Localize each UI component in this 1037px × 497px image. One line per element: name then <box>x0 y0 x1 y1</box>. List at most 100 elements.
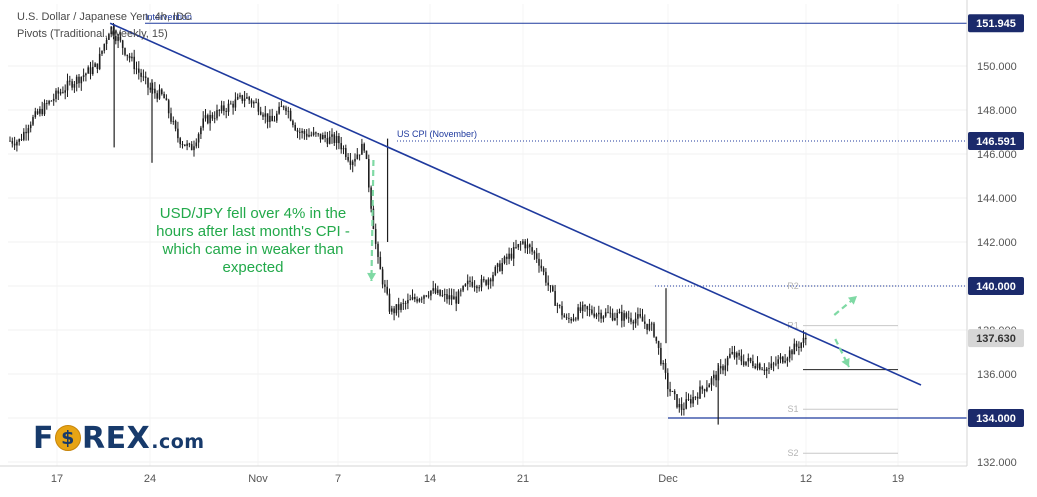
price-bar-body <box>542 268 545 272</box>
price-bar-body <box>154 88 156 94</box>
price-bar-body <box>443 294 446 296</box>
price-bar-body <box>354 158 356 162</box>
price-bar-body <box>476 286 478 289</box>
price-bar-body <box>131 56 133 59</box>
price-bar-body <box>575 318 577 320</box>
price-bar-body <box>568 318 570 319</box>
price-bar-body <box>763 369 766 371</box>
price-bar-body <box>48 100 50 104</box>
price-bar-body <box>450 295 453 300</box>
price-bar-body <box>110 26 112 35</box>
price-bar-body <box>722 366 724 371</box>
price-bar-body <box>508 253 510 259</box>
price-labels: 151.945 146.591 140.000 137.630 134.000 <box>968 14 1024 427</box>
price-bar-body <box>752 361 754 367</box>
price-label-box <box>968 277 1024 295</box>
price-bar-body <box>200 127 202 135</box>
price-bar-body <box>172 121 175 122</box>
price-bar-body <box>669 389 671 392</box>
price-bar-body <box>69 80 71 82</box>
price-bar-body <box>572 318 575 321</box>
price-bar-body <box>577 307 579 320</box>
annotation-line: hours after last month's CPI - <box>156 223 350 240</box>
price-bar-body <box>82 75 85 77</box>
price-bar-body <box>469 280 471 282</box>
price-bar-body <box>163 94 165 99</box>
price-bar-body <box>119 36 122 41</box>
price-bar-body <box>455 296 457 304</box>
price-bar-body <box>453 296 455 300</box>
price-bar-body <box>650 323 653 325</box>
price-bar-body <box>552 286 554 292</box>
price-bar-body <box>418 299 421 302</box>
price-bar-body <box>365 150 368 159</box>
price-bar-body <box>706 387 708 392</box>
price-bar-body <box>416 299 418 302</box>
price-bar-body <box>558 304 561 307</box>
price-bar-body <box>227 103 230 112</box>
price-bar-body <box>694 396 697 398</box>
chart-title: U.S. Dollar / Japanese Yen, 4h, IDC <box>17 11 192 23</box>
price-bar-body <box>308 134 310 137</box>
price-bar-body <box>232 103 234 108</box>
price-bar-body <box>535 253 538 259</box>
price-bar-body <box>586 306 589 310</box>
price-bars <box>9 23 807 425</box>
price-bar-body <box>103 43 106 51</box>
price-bar-body <box>16 141 18 146</box>
price-bar-body <box>144 76 147 78</box>
price-bar-body <box>46 103 48 104</box>
price-bar-body <box>361 143 363 155</box>
price-bar-body <box>630 318 632 322</box>
price-bar-body <box>315 132 317 134</box>
price-bar-body <box>276 113 278 121</box>
price-bar-body <box>782 356 784 363</box>
downside-arrow-head <box>841 357 850 367</box>
price-bar-body <box>685 399 687 409</box>
price-bar-body <box>570 318 572 321</box>
price-bar-body <box>190 144 193 151</box>
price-bar-body <box>59 92 62 94</box>
price-bar-body <box>23 131 25 140</box>
price-bar-body <box>115 36 117 41</box>
price-bar-body <box>29 124 32 129</box>
price-bar-body <box>637 314 639 319</box>
price-bar-body <box>253 102 255 104</box>
price-bar-body <box>250 100 253 104</box>
price-bar-body <box>646 323 648 330</box>
price-bar-body <box>393 308 395 314</box>
pivot-label-s1: S1 <box>787 404 798 414</box>
price-bar-body <box>404 303 407 304</box>
price-bar-body <box>9 140 11 142</box>
price-bar-body <box>664 362 667 373</box>
price-bar-body <box>464 284 467 286</box>
price-bar-body <box>660 347 662 365</box>
price-bar-body <box>264 113 267 117</box>
price-bar-body <box>460 290 462 292</box>
price-label-text: 151.945 <box>976 18 1016 30</box>
price-bar-body <box>271 115 273 122</box>
price-bar-body <box>236 96 239 100</box>
price-bar-body <box>230 103 232 105</box>
price-bar-body <box>282 106 285 108</box>
price-bar-body <box>708 384 710 388</box>
price-bar-body <box>437 289 439 294</box>
price-bar-body <box>41 108 43 115</box>
price-bar-body <box>683 408 685 410</box>
price-bar-body <box>733 351 736 358</box>
price-bar-body <box>243 98 246 101</box>
price-bar-body <box>55 90 57 99</box>
price-bar-body <box>305 133 308 137</box>
price-bar-body <box>262 114 264 117</box>
price-bar-body <box>687 399 690 400</box>
price-bar-body <box>80 76 83 84</box>
price-bar-body <box>319 133 322 140</box>
price-bar-body <box>510 253 513 259</box>
price-bar-body <box>407 299 409 304</box>
price-bar-body <box>324 134 326 138</box>
price-label-text: 137.630 <box>976 333 1016 345</box>
price-label-box <box>968 14 1024 33</box>
price-bar-body <box>85 73 87 76</box>
price-bar-body <box>25 131 27 134</box>
price-bar-body <box>287 110 290 112</box>
